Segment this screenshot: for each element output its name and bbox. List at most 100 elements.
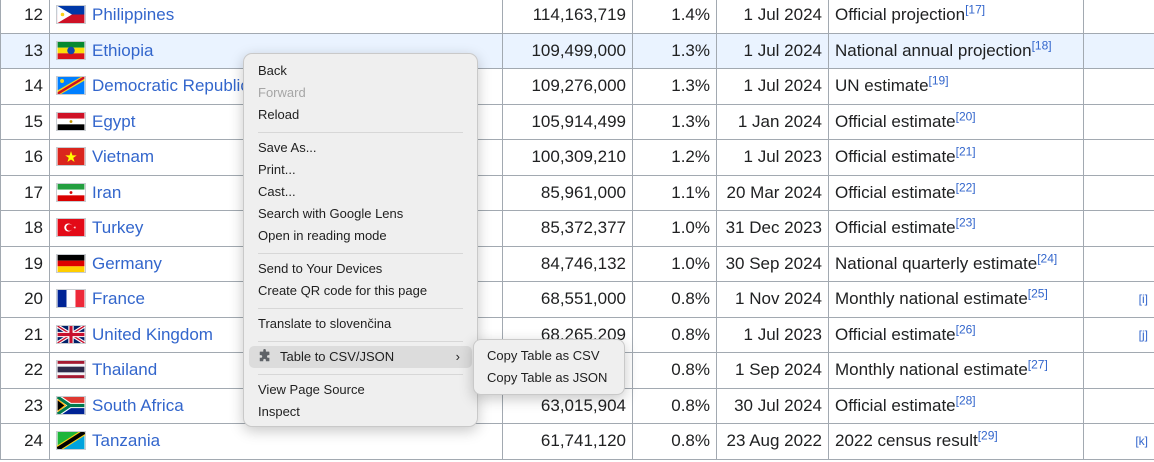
percent-cell: 0.8%: [632, 281, 717, 318]
reference-link[interactable]: [20]: [955, 109, 976, 124]
country-link[interactable]: Vietnam: [92, 147, 155, 167]
notes-cell[interactable]: [1083, 32, 1154, 69]
reference-link[interactable]: [27]: [1027, 357, 1048, 372]
table-row: 14 Democratic Republic 109,276,000 1.3% 1 Ju…: [0, 68, 1154, 105]
reference-link[interactable]: [24]: [1037, 251, 1058, 266]
percent-cell: 1.3%: [632, 68, 717, 105]
menu-separator: [258, 341, 463, 342]
rank-cell: 13: [0, 32, 50, 69]
menu-item-qr-code[interactable]: Create QR code for this page: [258, 283, 428, 298]
notes-cell[interactable]: [i]: [1083, 281, 1154, 318]
flag-icon: [56, 40, 86, 60]
flag-icon: [56, 253, 86, 273]
reference-link[interactable]: [26]: [955, 322, 976, 337]
menu-item-view-source[interactable]: View Page Source: [258, 382, 365, 397]
source-cell: Official projection[17]: [828, 0, 1084, 34]
country-link[interactable]: Thailand: [92, 360, 158, 380]
notes-cell[interactable]: [j]: [1083, 316, 1154, 353]
table-row: 15 Egypt 105,914,499 1.3% 1 Jan 2024 Official…: [0, 103, 1154, 140]
country-link[interactable]: Tanzania: [92, 431, 161, 451]
source-cell: Monthly national estimate[25]: [828, 281, 1084, 318]
table-row: 20 France 68,551,000 0.8% 1 Nov 2024 Monthly …: [0, 281, 1154, 318]
notes-cell[interactable]: [1083, 174, 1154, 211]
reference-link[interactable]: [25]: [1027, 286, 1048, 301]
notes-cell[interactable]: [1083, 139, 1154, 176]
rank-cell: 17: [0, 174, 50, 211]
population-cell: 84,746,132: [502, 245, 633, 282]
source-cell: Official estimate[23]: [828, 210, 1084, 247]
menu-item-save-as[interactable]: Save As...: [258, 140, 317, 155]
flag-icon: [56, 182, 86, 202]
table-row: 16 Vietnam 100,309,210 1.2% 1 Jul 2023 Offici…: [0, 139, 1154, 176]
notes-cell[interactable]: [1083, 103, 1154, 140]
population-cell: 85,961,000: [502, 174, 633, 211]
country-link[interactable]: France: [92, 289, 145, 309]
menu-item-forward: Forward: [258, 85, 306, 100]
menu-item-cast[interactable]: Cast...: [258, 184, 296, 199]
reference-link[interactable]: [19]: [928, 73, 949, 88]
notes-cell[interactable]: [1083, 352, 1154, 389]
notes-cell[interactable]: [k]: [1083, 423, 1154, 460]
notes-cell[interactable]: [1083, 245, 1154, 282]
flag-icon: [56, 147, 86, 167]
menu-item-table-csv-json[interactable]: Table to CSV/JSON ›: [249, 346, 472, 368]
menu-item-copy-json[interactable]: Copy Table as JSON: [487, 370, 608, 385]
menu-item-search-lens[interactable]: Search with Google Lens: [258, 206, 404, 221]
population-cell: 68,551,000: [502, 281, 633, 318]
date-cell: 1 Jul 2024: [716, 68, 829, 105]
date-cell: 31 Dec 2023: [716, 210, 829, 247]
country-link[interactable]: Egypt: [92, 111, 136, 131]
menu-item-reading-mode[interactable]: Open in reading mode: [258, 228, 387, 243]
country-link[interactable]: Democratic Republic: [92, 76, 249, 96]
source-text: National quarterly estimate: [835, 253, 1038, 273]
source-cell: Official estimate[22]: [828, 174, 1084, 211]
rank-cell: 16: [0, 139, 50, 176]
country-link[interactable]: United Kingdom: [92, 324, 213, 344]
table-row: 12 Philippines 114,163,719 1.4% 1 Jul 2024 Of…: [0, 0, 1154, 34]
country-link[interactable]: Iran: [92, 182, 122, 202]
table-export-submenu: Copy Table as CSV Copy Table as JSON: [473, 339, 625, 395]
reference-link[interactable]: [28]: [955, 393, 976, 408]
source-cell: Monthly national estimate[27]: [828, 352, 1084, 389]
source-text: Official estimate: [835, 182, 956, 202]
population-cell: 61,741,120: [502, 423, 633, 460]
notes-cell[interactable]: [1083, 0, 1154, 34]
country-link[interactable]: Ethiopia: [92, 40, 154, 60]
percent-cell: 1.2%: [632, 139, 717, 176]
menu-item-translate[interactable]: Translate to slovenčina: [258, 316, 392, 331]
reference-link[interactable]: [29]: [977, 428, 998, 443]
notes-cell[interactable]: [1083, 387, 1154, 424]
notes-cell[interactable]: [1083, 210, 1154, 247]
date-cell: 1 Jul 2023: [716, 316, 829, 353]
context-menu: Back Forward Reload Save As... Print... …: [243, 53, 478, 427]
date-cell: 30 Sep 2024: [716, 245, 829, 282]
reference-link[interactable]: [17]: [965, 2, 986, 17]
rank-cell: 12: [0, 0, 50, 34]
chevron-right-icon: ›: [455, 349, 460, 364]
country-link[interactable]: Germany: [92, 253, 162, 273]
notes-cell[interactable]: [1083, 68, 1154, 105]
menu-item-back[interactable]: Back: [258, 63, 287, 78]
source-text: Official estimate: [835, 147, 956, 167]
date-cell: 1 Jan 2024: [716, 103, 829, 140]
source-text: 2022 census result: [835, 431, 978, 451]
date-cell: 20 Mar 2024: [716, 174, 829, 211]
source-cell: Official estimate[21]: [828, 139, 1084, 176]
menu-item-send-devices[interactable]: Send to Your Devices: [258, 261, 383, 276]
source-text: Official estimate: [835, 111, 956, 131]
percent-cell: 1.3%: [632, 32, 717, 69]
reference-link[interactable]: [18]: [1031, 38, 1052, 53]
country-link[interactable]: Turkey: [92, 218, 144, 238]
country-link[interactable]: South Africa: [92, 395, 184, 415]
country-link[interactable]: Philippines: [92, 5, 175, 25]
reference-link[interactable]: [23]: [955, 215, 976, 230]
menu-item-print[interactable]: Print...: [258, 162, 296, 177]
percent-cell: 1.0%: [632, 245, 717, 282]
menu-item-reload[interactable]: Reload: [258, 107, 300, 122]
reference-link[interactable]: [22]: [955, 180, 976, 195]
menu-separator: [258, 132, 463, 133]
menu-item-copy-csv[interactable]: Copy Table as CSV: [487, 348, 600, 363]
flag-icon: [56, 431, 86, 451]
menu-item-inspect[interactable]: Inspect: [258, 404, 300, 419]
reference-link[interactable]: [21]: [955, 144, 976, 159]
